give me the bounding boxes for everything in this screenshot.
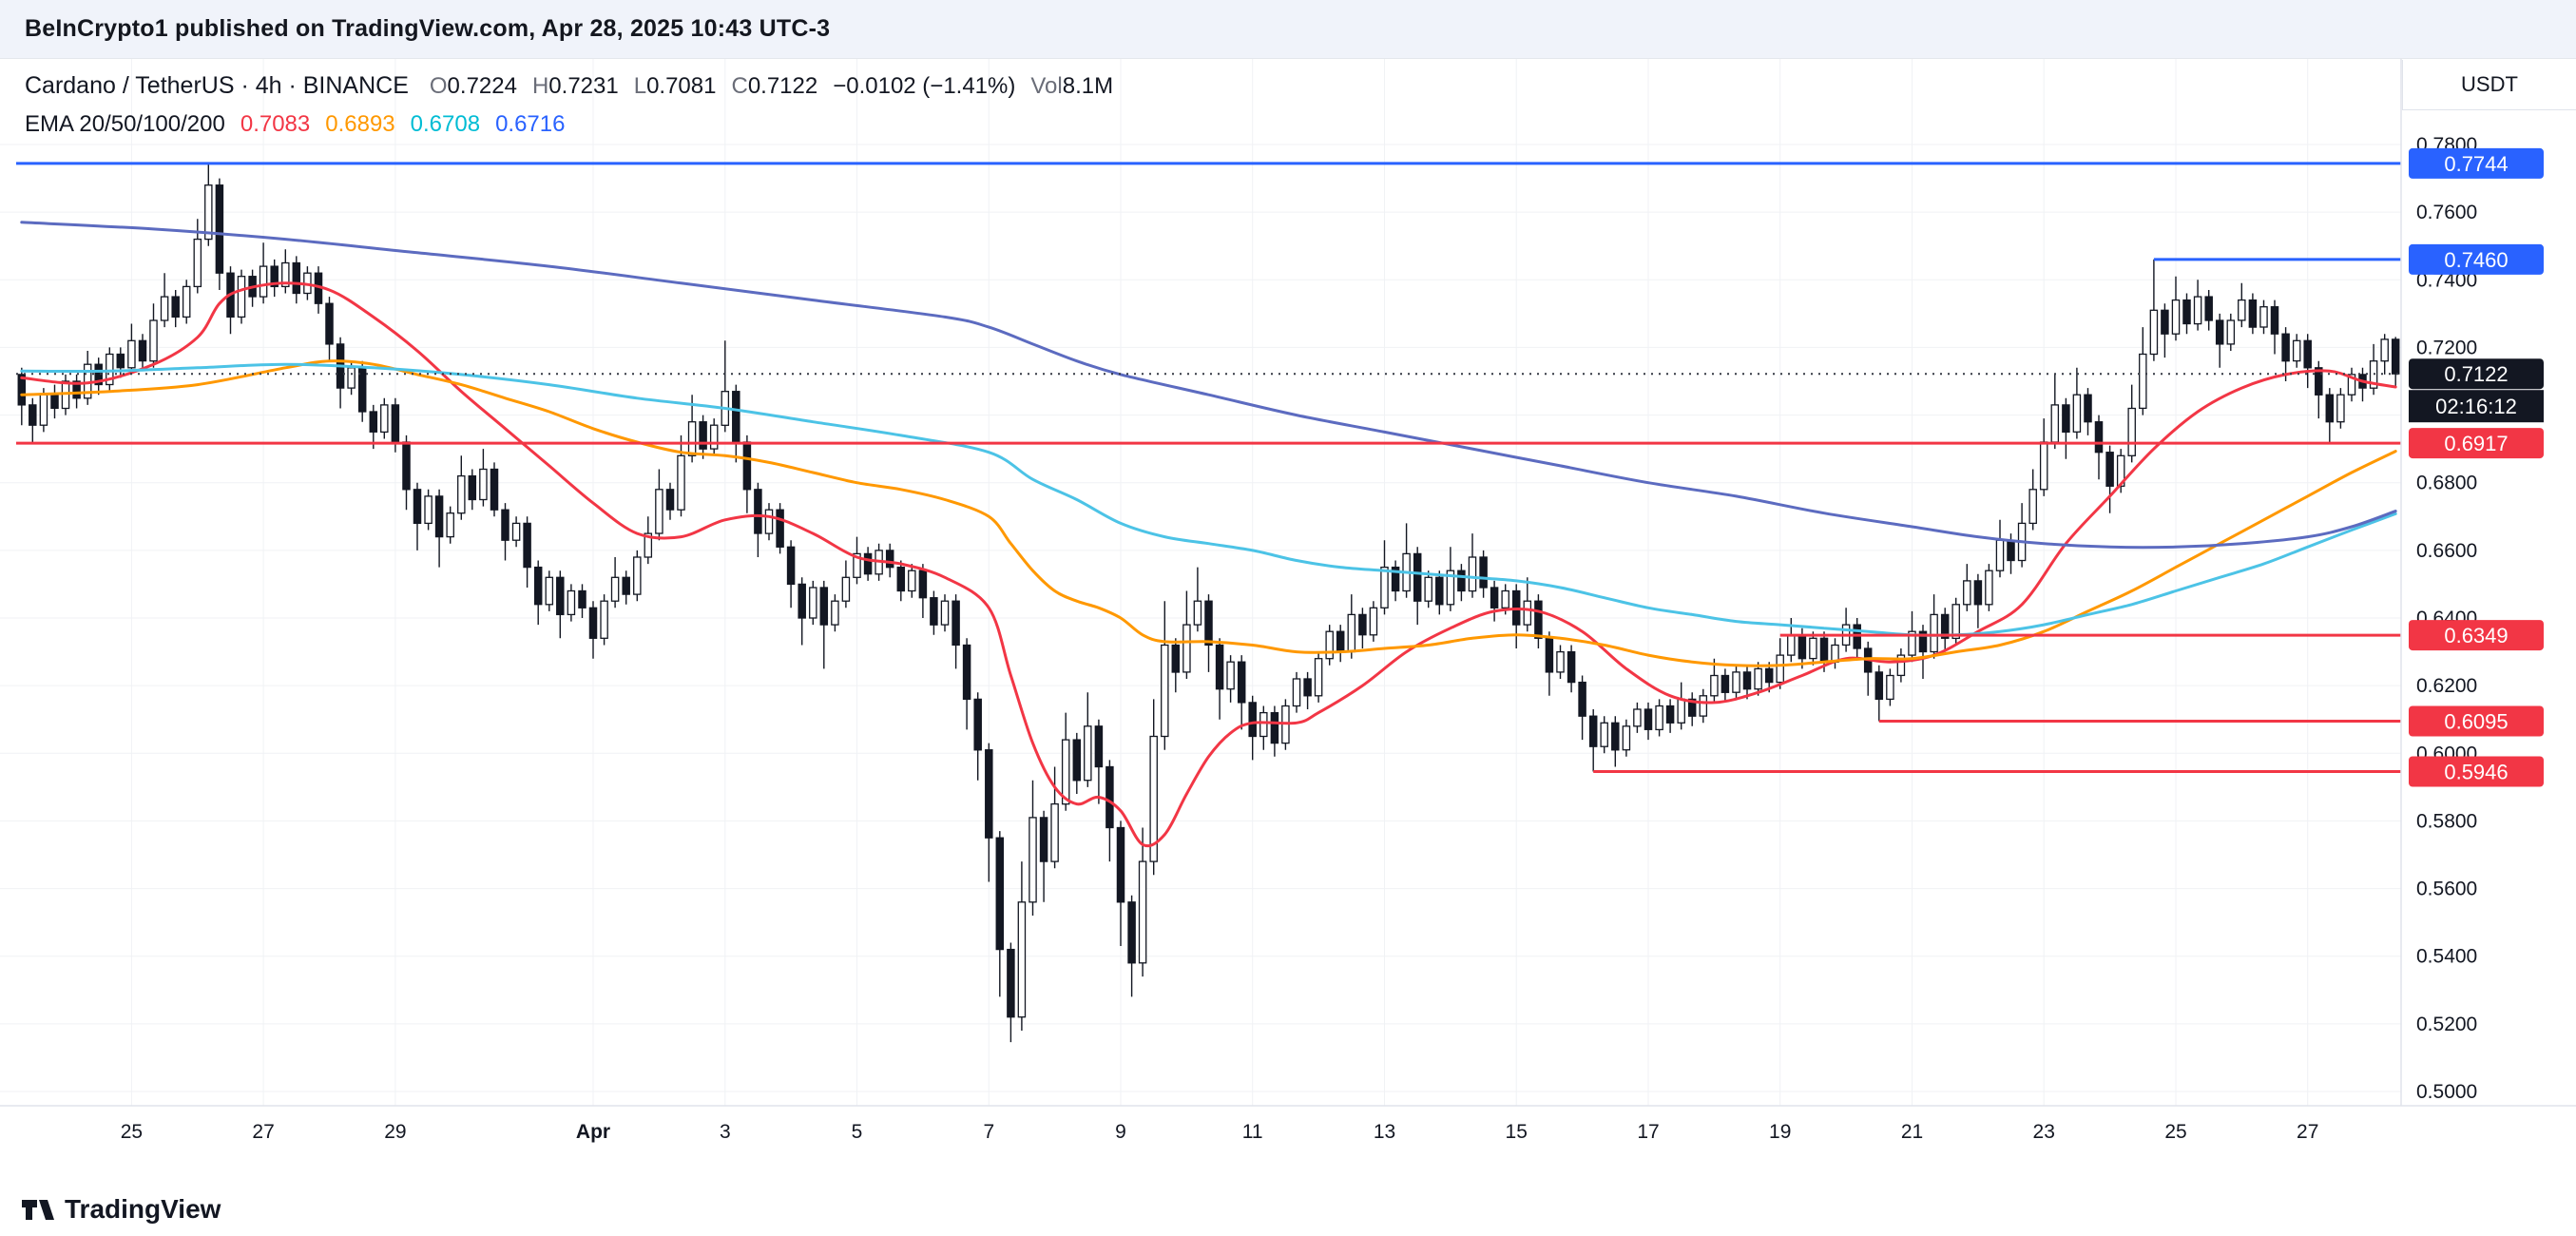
current-price-badge [2409,358,2544,390]
volume-readout: Vol8.1M [1030,73,1113,100]
candlestick-series[interactable] [17,163,2400,1043]
grid-lines [0,59,2401,1106]
time-tick-label: 13 [1374,1121,1395,1143]
ema-indicator-label[interactable]: EMA 20/50/100/200 [25,111,225,137]
time-tick-label: 29 [384,1121,406,1143]
time-tick-label: 25 [2164,1121,2186,1143]
time-tick-label: 21 [1901,1121,1923,1143]
tradingview-brand-text[interactable]: TradingView [65,1194,221,1224]
price-tick-label: 0.6600 [2416,540,2477,562]
footer-bar: TradingView [0,1183,2576,1236]
level-price-badge [2409,620,2544,651]
volume-label: Vol [1030,73,1063,99]
currency-label: USDT [2461,72,2518,96]
price-tick-label: 0.5000 [2416,1081,2477,1103]
time-tick-label: 23 [2033,1121,2055,1143]
svg-text:0.7744: 0.7744 [2444,152,2508,176]
ohlc-item: O0.7224 [429,73,517,99]
time-tick-label: 11 [1242,1121,1263,1143]
ema-values: 0.7083 0.6893 0.6708 0.6716 [240,111,581,138]
price-tick-label: 0.6800 [2416,473,2477,494]
ema-value: 0.6708 [410,111,481,137]
price-tick-label: 0.5200 [2416,1014,2477,1035]
svg-text:0.6917: 0.6917 [2444,432,2508,455]
level-price-badge [2409,756,2544,787]
time-tick-label: 5 [852,1121,863,1143]
time-tick-label: 15 [1506,1121,1528,1143]
price-tick-label: 0.7600 [2416,202,2477,223]
symbol-title[interactable]: Cardano / TetherUS · 4h · BINANCE [25,72,409,99]
price-tick-label: 0.5400 [2416,946,2477,968]
time-tick-label: 9 [1115,1121,1126,1143]
svg-text:0.6095: 0.6095 [2444,710,2508,734]
ohlc-values: O0.7224 H0.7231 L0.7081 C0.7122 [430,73,833,100]
svg-text:0.6349: 0.6349 [2444,624,2508,647]
ema-value: 0.7083 [240,111,311,137]
level-price-badge [2409,705,2544,737]
ema-100-line [20,362,2397,637]
tradingview-logo-icon[interactable] [21,1195,55,1224]
ema-200-line [20,221,2397,550]
svg-text:0.7122: 0.7122 [2444,362,2508,386]
price-tick-label: 0.5600 [2416,879,2477,900]
time-tick-label: 7 [983,1121,994,1143]
time-tick-label: 27 [2297,1121,2318,1143]
attribution-bar: BeInCrypto1 published on TradingView.com… [0,0,2576,59]
price-tick-label: 0.7200 [2416,337,2477,358]
time-tick-label: 3 [720,1121,731,1143]
level-price-badge [2409,147,2544,179]
svg-text:0.7460: 0.7460 [2444,248,2508,272]
price-tick-label: 0.7400 [2416,269,2477,291]
symbol-row: Cardano / TetherUS · 4h · BINANCE O0.722… [25,72,1128,100]
time-axis[interactable]: 25 27 29 Apr 3 5 7 9 11 13 15 17 19 21 23 25 27 [121,1121,2319,1143]
time-tick-label: Apr [576,1121,610,1143]
level-price-badge [2409,428,2544,459]
ema-value: 0.6893 [325,111,395,137]
time-tick-label: 19 [1769,1121,1791,1143]
volume-value: 8.1M [1062,73,1114,99]
level-lines [16,162,2401,773]
price-tick-label: 0.6200 [2416,675,2477,697]
time-tick-label: 27 [252,1121,274,1143]
ema-20-line [20,281,2397,848]
chart-legend: Cardano / TetherUS · 4h · BINANCE O0.722… [25,72,1128,138]
price-badges: 0.7744 0.7460 0.6917 0.6349 0.6095 0.5946 0.71… [2409,147,2544,787]
ohlc-item: H0.7231 [531,73,619,99]
svg-text:0.5946: 0.5946 [2444,761,2508,784]
price-tick-label: 0.5800 [2416,810,2477,832]
countdown-badge [2409,390,2544,423]
ema-row: EMA 20/50/100/200 0.7083 0.6893 0.6708 0.67… [25,111,1128,138]
ohlc-item: C0.7122 [731,73,818,99]
ohlc-item: L0.7081 [633,73,717,99]
ema-value: 0.6716 [495,111,566,137]
time-tick-label: 17 [1637,1121,1659,1143]
attribution-text: BeInCrypto1 published on TradingView.com… [25,15,831,42]
currency-toggle-button[interactable]: USDT [2402,60,2576,110]
price-axis[interactable]: 0.78000.76000.74000.72000.70000.68000.66… [2416,134,2477,1103]
price-change: −0.0102 (−1.41%) [833,73,1016,99]
level-price-badge [2409,243,2544,275]
ema-50-line [20,359,2397,667]
candle-countdown: 02:16:12 [2435,395,2517,418]
time-tick-label: 25 [121,1121,143,1143]
